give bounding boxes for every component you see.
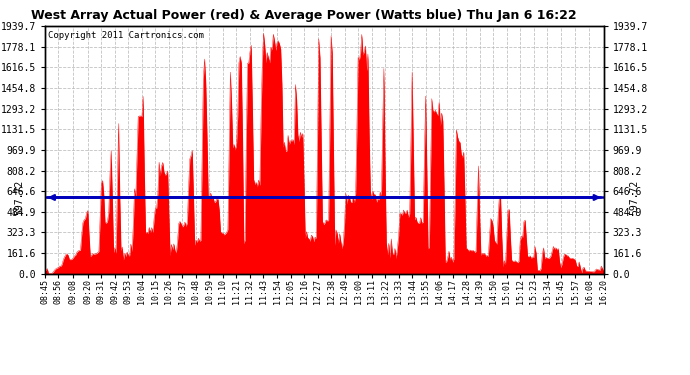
Text: 597.72: 597.72 xyxy=(629,180,640,215)
Text: West Array Actual Power (red) & Average Power (Watts blue) Thu Jan 6 16:22: West Array Actual Power (red) & Average … xyxy=(31,9,576,22)
Text: 597.72: 597.72 xyxy=(14,180,25,215)
Text: Copyright 2011 Cartronics.com: Copyright 2011 Cartronics.com xyxy=(48,31,204,40)
